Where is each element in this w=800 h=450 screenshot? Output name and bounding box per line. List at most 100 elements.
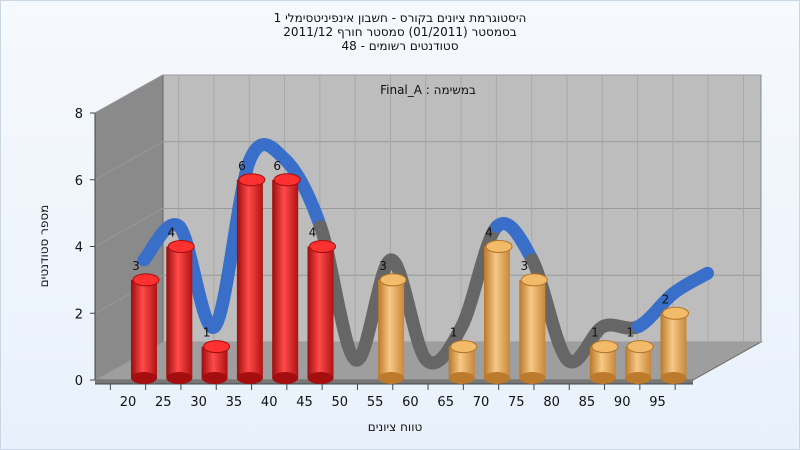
x-tick-label: 20 [120,395,137,410]
bar-base [201,372,228,384]
bar-value-label: 6 [238,159,246,173]
bar-base [307,372,334,384]
bar-base [484,372,510,384]
bar-top [485,240,513,253]
x-tick-label: 50 [332,395,349,410]
bar-value-label: 6 [273,159,281,173]
y-tick-label: 0 [75,374,83,389]
y-tick-label: 6 [75,174,83,189]
x-tick-label: 40 [261,395,278,410]
y-tick-label: 2 [75,307,83,322]
bar [484,240,513,384]
bar-base [378,372,405,384]
x-tick-label: 95 [649,395,666,410]
x-axis-label: טווח ציונים [368,420,423,434]
bar-value-label: 3 [520,259,528,273]
bar-base [660,372,687,384]
x-tick-label: 75 [508,395,525,410]
bar [236,173,266,384]
task-label: במשימה : Final_A [380,83,476,97]
bar-body [519,279,546,378]
bar-top [379,273,407,287]
x-tick-label: 85 [579,395,596,410]
x-tick-label: 55 [367,395,384,410]
bar-base [272,372,299,384]
bar-top [309,240,336,253]
curve-segment [419,320,469,370]
bar-value-label: 1 [626,326,634,340]
bar-value-label: 3 [132,259,140,273]
bar-top [662,306,689,320]
bar [131,273,160,384]
bar [660,306,689,384]
bar [272,173,301,384]
gridline-horizontal [94,208,761,247]
bar-base [236,372,263,384]
curve-segment [314,220,363,367]
curve-segment [384,253,433,367]
y-tick-label: 8 [75,107,83,122]
curve-segment [278,153,327,233]
bar-base [625,372,652,384]
bar-base [166,372,193,384]
bar-base [519,372,546,384]
chart-title-line: היסטוגרמת ציונים בקורס - חשבון אינפיניטס… [274,11,527,25]
bar-body [236,179,263,378]
bar-value-label: 4 [485,226,493,240]
bar-body [307,246,334,378]
bar-top [132,273,160,287]
bar-top [626,340,654,354]
bar-base [589,372,616,384]
x-tick-label: 35 [226,395,243,410]
x-tick-label: 90 [614,395,631,410]
x-tick-label: 30 [190,395,207,410]
bar-body [378,279,405,378]
y-axis-label: מספר סטודנטים [37,205,51,288]
bar-body [484,246,510,378]
bar-base [131,372,157,384]
x-tick-label: 80 [543,395,560,410]
bar-body [166,246,193,378]
bar-top [450,340,478,354]
bar [307,240,336,384]
chart-title-line: סטודנטים רשומים - 48 [341,39,458,53]
x-tick-label: 60 [402,395,419,410]
x-tick-label: 25 [155,395,172,410]
curve-segment [455,220,504,334]
y-tick-label: 4 [75,241,83,256]
bar-value-label: 4 [309,226,317,240]
curve-segment [667,266,714,300]
curve-segment [525,253,575,367]
bar [201,340,231,384]
bar-value-label: 3 [379,259,387,273]
bar-base [448,372,475,384]
bar [589,340,619,384]
bar [519,273,548,384]
bar-body [131,279,157,378]
bar [625,340,654,384]
bar-value-label: 1 [450,326,458,340]
curve-segment [490,217,539,267]
bar [378,273,407,384]
x-tick-label: 45 [296,395,313,410]
gridline-horizontal [94,141,761,181]
bar-value-label: 1 [203,326,211,340]
bar-value-label: 4 [167,226,175,240]
curve-segment [208,153,257,334]
x-tick-label: 70 [473,395,490,410]
bar-top [203,340,231,354]
bar-top [591,340,619,354]
bar-body [660,313,687,378]
chart-title-line: בסמסטר (01/2011) סמסטר חורף 2011/12 [283,25,516,39]
bar-top [238,173,266,187]
gridline-horizontal [94,274,761,314]
bar-top [167,240,195,253]
x-tick-label: 65 [437,395,454,410]
bar-body [272,179,299,378]
bar-top [273,173,301,187]
bar [166,240,195,384]
bar [448,340,478,384]
bar-value-label: 1 [591,326,599,340]
